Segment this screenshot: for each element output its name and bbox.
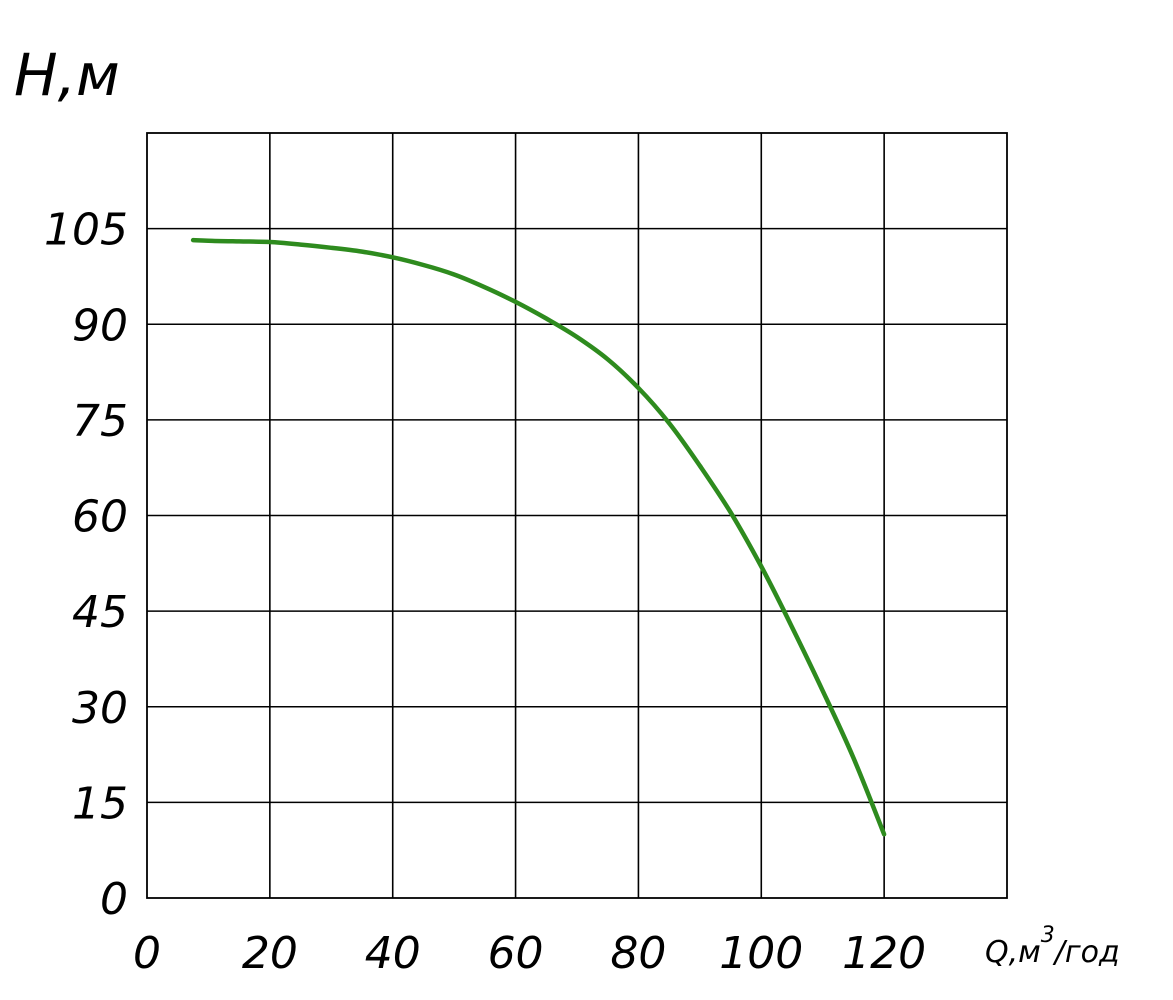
plot-frame: [146, 132, 1008, 899]
x-tick-label: 0: [133, 928, 161, 979]
x-axis-label: Q,м3/год: [985, 923, 1120, 970]
y-axis-label: H,м: [14, 41, 120, 109]
x-axis-label-superscript: 3: [1041, 923, 1055, 948]
y-tick-label: 60: [72, 492, 128, 543]
x-tick-label: 40: [365, 928, 421, 979]
y-tick-label: 15: [72, 778, 128, 829]
y-tick-label: 75: [72, 396, 128, 447]
x-tick-labels: 0 20 40 60 80 100 120: [133, 928, 926, 979]
y-tick-label: 45: [72, 587, 128, 638]
y-tick-label: 90: [72, 300, 128, 351]
x-axis-label-prefix: Q,м: [985, 935, 1041, 970]
series-line: [190, 237, 887, 837]
x-tick-label: 80: [610, 928, 666, 979]
grid: [147, 133, 1007, 898]
x-tick-label: 60: [488, 928, 544, 979]
y-tick-label: 30: [72, 683, 128, 734]
y-tick-label: 0: [100, 874, 128, 925]
x-tick-label: 120: [842, 928, 926, 979]
y-tick-labels: 0 15 30 45 60 75 90 105: [44, 205, 128, 925]
x-tick-label: 20: [242, 928, 298, 979]
series: [190, 237, 887, 837]
y-tick-label: 105: [44, 205, 128, 256]
x-tick-label: 100: [719, 928, 803, 979]
x-axis-label-suffix: /год: [1052, 935, 1120, 970]
